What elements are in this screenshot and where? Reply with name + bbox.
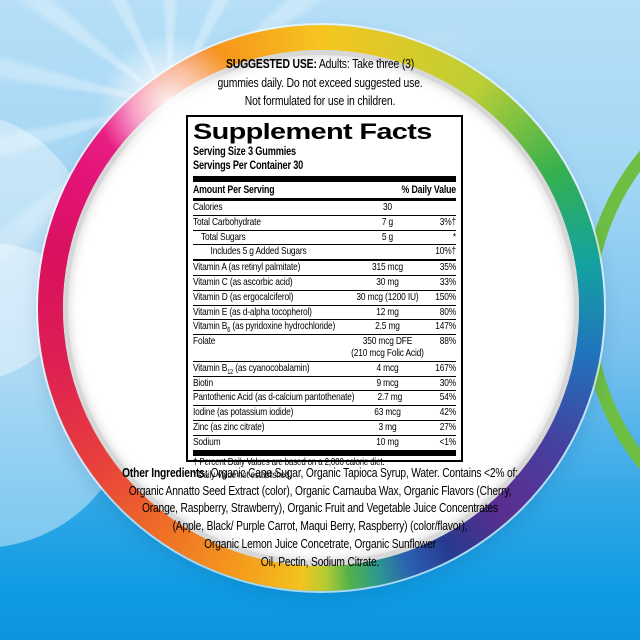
table-row: Vitamin E (as d-alpha tocopherol) 12 mg 80… [193,304,457,320]
nutrient-amount: 12 mg [376,305,399,318]
nutrient-name: Calories [193,201,223,213]
nutrient-daily-value: 147% [435,320,457,333]
footnote-not-established: * Daily Value not established. [193,470,292,482]
nutrient-name: Vitamin B12 (as cyanocobalamin) [193,361,310,376]
table-row: Vitamin C (as ascorbic acid) 30 mg 33% [193,274,457,290]
table-row: Iodine (as potassium iodide) 63 mcg 42% [193,405,456,420]
other-ingredients-line: (Apple, Black/ Purple Carrot, Maqui Berr… [172,518,468,534]
nutrient-daily-value: 3%† [439,215,457,228]
table-row: Total Sugars 5 g * [193,229,457,245]
table-row: Calories 30 [193,201,456,215]
nutrient-table: Calories 30 Total Carbohydrate 7 g 3%† Total … [193,201,456,450]
nutrient-amount: 7 g [381,215,394,228]
divider-thick [193,449,457,456]
table-row: Zinc (as zinc citrate) 3 mg 27% [193,419,457,435]
other-ingredients-line: Organic Annatto Seed Extract (color), Or… [128,482,512,498]
servings-per-container: Servings Per Container 30 [193,160,304,172]
nutrient-amount: 2.7 mg [377,391,403,404]
table-header: Amount Per Serving % Daily Value [193,182,456,198]
nutrient-amount: 3 mg [378,420,397,433]
other-ingredients: Other Ingredients: Organic Cane Sugar, O… [64,464,576,570]
nutrient-daily-value: 80% [439,305,457,318]
nutrient-daily-value: 35% [439,261,457,274]
supplement-facts-panel: Supplement Facts Serving Size 3 Gummies … [186,115,463,481]
nutrient-name: Vitamin E (as d-alpha tocopherol) [193,305,312,318]
other-ingredients-line: Organic Lemon Juice Concetrate, Organic … [204,535,436,551]
nutrient-name: Includes 5 g Added Sugars [210,245,307,258]
suggested-use: SUGGESTED USE: Adults: Take three (3) gu… [96,55,544,111]
divider-medium [193,198,457,201]
nutrient-amount: 10 mg [376,435,399,448]
nutrient-name: Iodine (as potassium iodide) [193,406,294,419]
other-ingredients-line: Oil, Pectin, Sodium Citrate. [260,553,380,569]
nutrient-daily-value: 33% [439,275,457,288]
suggested-use-line: gummies daily. Do not exceed suggested u… [217,74,423,90]
facts-body: Serving Size 3 Gummies Servings Per Cont… [193,145,456,483]
nutrient-name: Vitamin B6 (as pyridoxine hydrochloride) [193,320,336,335]
table-row: Vitamin B12 (as cyanocobalamin) 4 mcg 167% [193,360,457,376]
nutrient-name: Total Carbohydrate [193,215,261,228]
nutrient-amount: 9 mcg [376,376,399,389]
nutrient-name: Pantothenic Acid (as d-calcium pantothen… [193,391,355,404]
facts-title: Supplement Facts [193,119,432,144]
nutrient-amount: 350 mcg DFE (210 mcg Folic Acid) [351,335,424,359]
table-row: Folate 350 mcg DFE (210 mcg Folic Acid) 88% [193,334,456,361]
col-amount-per-serving: Amount Per Serving [193,183,275,196]
nutrient-daily-value: 150% [435,290,457,303]
nutrient-amount: 30 [382,201,392,213]
table-row: Vitamin B6 (as pyridoxine hydrochloride)… [193,319,456,334]
nutrient-daily-value: 88% [439,335,457,348]
nutrient-name: Folate [193,335,216,348]
nutrient-amount: 4 mcg [376,361,399,374]
nutrient-daily-value: 30% [439,376,457,389]
divider-thick [193,176,457,182]
nutrient-amount: 30 mg [376,275,399,288]
nutrient-daily-value: * [452,230,457,243]
nutrient-amount: 315 mcg [371,261,403,274]
footnote-daily-value: † Percent Daily Values are based on a 2,… [193,456,385,468]
nutrient-name: Vitamin D (as ergocalciferol) [193,290,294,303]
table-row: Sodium 10 mg <1% [193,434,457,450]
table-row: Biotin 9 mcg 30% [193,375,457,391]
nutrient-daily-value: 54% [439,391,457,404]
nutrient-daily-value: 27% [439,420,457,433]
other-ingredients-label: Other Ingredients: [122,465,208,480]
nutrient-daily-value: <1% [439,435,457,448]
nutrient-amount: 30 mcg (1200 IU) [356,290,419,303]
nutrient-name: Sodium [193,435,221,448]
suggested-use-line: Not formulated for use in children. [244,93,396,108]
table-row: Vitamin A (as retinyl palmitate) 315 mcg 3… [193,259,456,275]
nutrient-daily-value: 10%† [435,245,457,258]
nutrient-name: Vitamin A (as retinyl palmitate) [193,261,301,274]
nutrient-name: Zinc (as zinc citrate) [193,420,265,433]
nutrient-name: Biotin [193,376,213,389]
nutrient-amount: 5 g [381,230,394,243]
suggested-use-label: SUGGESTED USE: [225,56,317,71]
nutrient-name: Vitamin C (as ascorbic acid) [193,275,293,288]
nutrient-amount: 63 mcg [374,406,401,419]
nutrient-amount: 2.5 mg [375,320,400,333]
suggested-use-text: Adults: Take three (3) [316,56,415,71]
table-row: Pantothenic Acid (as d-calcium pantothen… [193,390,456,405]
nutrient-daily-value: 167% [435,361,457,374]
col-daily-value: % Daily Value [401,183,457,196]
table-row: Vitamin D (as ergocalciferol) 30 mcg (120… [193,289,457,305]
serving-size: Serving Size 3 Gummies [193,146,296,158]
table-row: Includes 5 g Added Sugars 10%† [193,244,456,259]
nutrient-name: Total Sugars [200,230,246,243]
other-ingredients-line: Orange, Raspberry, Strawberry), Organic … [141,500,499,516]
other-ingredients-line: Other Ingredients: Organic Cane Sugar, O… [64,464,576,482]
other-ingredients-text: Organic Cane Sugar, Organic Tapioca Syru… [207,465,518,480]
suggested-use-line: SUGGESTED USE: Adults: Take three (3) [96,55,544,74]
nutrient-daily-value: 42% [439,406,457,419]
table-row: Total Carbohydrate 7 g 3%† [193,214,457,230]
